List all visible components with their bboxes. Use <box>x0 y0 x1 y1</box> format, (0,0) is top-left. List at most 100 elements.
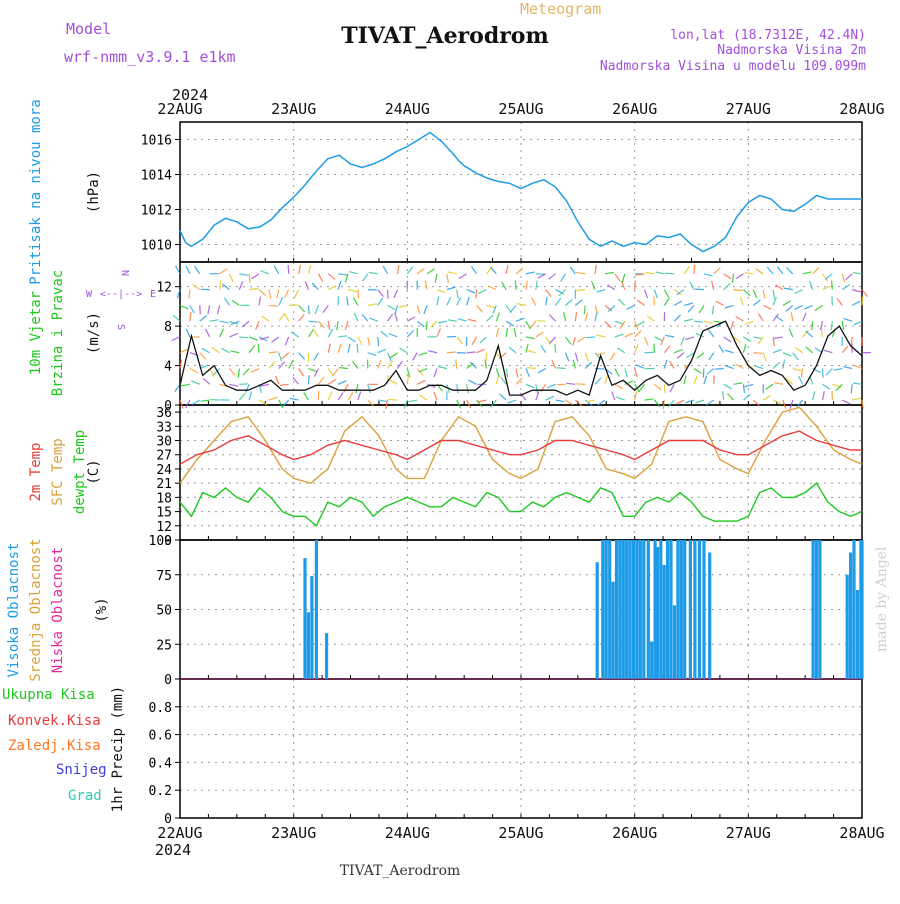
wind-vector <box>549 315 555 322</box>
wind-vector <box>394 290 397 298</box>
wind-vector <box>269 362 275 369</box>
wind-vector <box>337 321 338 330</box>
wind-vector <box>269 290 271 299</box>
wind-vector <box>684 376 686 385</box>
wind-vector <box>239 393 245 400</box>
wind-vector <box>585 313 587 322</box>
wind-vector <box>697 353 704 359</box>
wind-vector <box>395 305 397 314</box>
wind-vector <box>308 329 313 337</box>
wind-vector <box>766 384 773 389</box>
wind-vector <box>313 330 318 337</box>
wind-vector <box>180 349 188 353</box>
wind-vector <box>315 305 318 313</box>
wind-vector <box>815 305 822 310</box>
model-elevation-label: Nadmorska Visina u modelu 109.099m <box>600 59 866 74</box>
wind-vector <box>743 290 750 296</box>
wind-vector <box>407 331 413 337</box>
wind-vector <box>570 267 575 274</box>
wind-vector <box>496 313 499 321</box>
wind-vector <box>456 360 457 369</box>
y-tick-label: 8 <box>164 320 172 335</box>
wind-vector <box>251 369 259 373</box>
wind-vector <box>536 384 538 393</box>
wind-vector <box>756 269 763 274</box>
model-label: Model <box>66 20 111 38</box>
wind-vector <box>369 272 378 273</box>
model-name: wrf-nmm_v3.9.1 e1km <box>64 48 236 66</box>
y-tick-label: 0.8 <box>149 701 172 716</box>
wind-vector <box>279 353 282 362</box>
wind-vector <box>707 369 714 375</box>
wind-vector <box>500 394 507 400</box>
wind-vector <box>822 384 830 389</box>
wind-vector <box>694 265 695 274</box>
wind-vector <box>299 314 305 321</box>
wind-vector <box>743 394 750 400</box>
wind-vector <box>251 274 259 279</box>
wind-vector <box>532 298 536 306</box>
wind-vector <box>353 298 358 306</box>
wind-vector <box>308 375 309 384</box>
wind-vector <box>656 272 665 274</box>
wind-vector <box>791 312 793 321</box>
wind-vector <box>595 312 597 321</box>
cloud-bar <box>307 612 310 679</box>
wind-vector <box>447 297 451 305</box>
wind-vector <box>546 297 547 306</box>
cloud-bar <box>325 633 328 679</box>
wind-vector <box>664 360 667 369</box>
wind-vector <box>478 290 486 294</box>
wind-vector <box>338 336 347 337</box>
wind-vector <box>774 383 783 385</box>
wind-vector <box>229 274 233 282</box>
wind-vector <box>674 315 680 321</box>
wind-vectors-layer <box>172 265 871 409</box>
wind-vector <box>195 266 200 273</box>
panel-side-label: Srednja Oblacnost <box>28 538 44 681</box>
wind-vector <box>843 367 852 369</box>
wind-vector <box>736 274 744 279</box>
x-tick-label-top: 23AUG <box>271 100 316 118</box>
wind-vector <box>383 266 387 274</box>
wind-vector <box>605 321 611 328</box>
wind-vector <box>486 305 495 307</box>
wind-vector <box>670 384 674 392</box>
wind-vector <box>565 400 573 405</box>
wind-vector <box>467 352 476 353</box>
wind-vector <box>390 380 398 384</box>
wind-vector <box>645 337 648 345</box>
wind-vector <box>731 321 734 330</box>
wind-vector <box>783 353 791 356</box>
wind-vector <box>763 396 771 401</box>
wind-vector <box>212 348 219 353</box>
wind-vector <box>615 321 624 324</box>
wind-vector <box>576 273 585 274</box>
wind-vector <box>515 281 516 290</box>
credit-label: made by Angel <box>874 546 890 652</box>
wind-vector <box>622 274 624 283</box>
wind-vector <box>795 348 802 353</box>
y-tick-label: 36 <box>156 406 172 421</box>
y-tick-label: 25 <box>156 638 172 653</box>
wind-vector <box>842 274 845 283</box>
wind-vector <box>279 297 283 305</box>
wind-vector <box>831 321 832 330</box>
cloud-bar <box>673 605 676 679</box>
x-tick-label-bottom: 23AUG <box>271 824 316 842</box>
cloud-bar <box>683 540 686 679</box>
wind-vector <box>736 317 744 322</box>
y-tick-label: 50 <box>156 604 172 619</box>
wind-vector <box>637 300 644 305</box>
wind-vector <box>695 400 703 403</box>
wind-vector <box>506 321 514 326</box>
wind-vector <box>328 344 330 353</box>
wind-vector <box>190 305 194 313</box>
wind-vector <box>348 337 355 342</box>
wind-vector <box>664 384 665 393</box>
wind-vector <box>239 274 248 275</box>
wind-vector <box>625 333 633 337</box>
wind-vector <box>516 369 518 378</box>
cloud-bar <box>601 540 604 679</box>
wind-vector <box>378 337 379 346</box>
